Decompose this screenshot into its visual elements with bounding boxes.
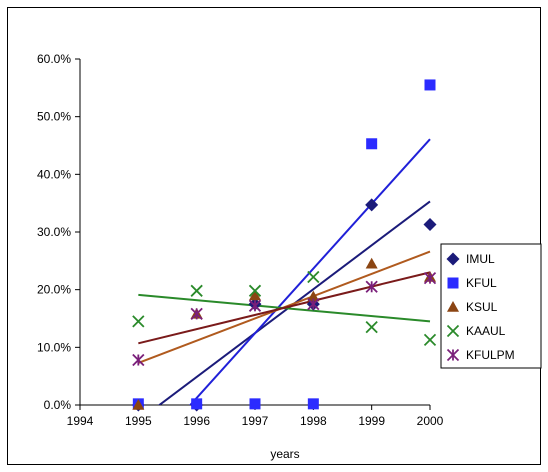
y-tick-label: 10.0% (37, 340, 71, 354)
data-point (190, 284, 203, 297)
data-point (424, 79, 436, 91)
x-tick-label: 1999 (358, 414, 385, 428)
data-point (307, 398, 319, 410)
data-point (132, 315, 145, 328)
diamond-shape (446, 252, 460, 266)
x-stroke (248, 284, 262, 297)
legend-label: KSUL (466, 300, 498, 314)
y-tick-label: 20.0% (37, 283, 71, 297)
x-stroke (423, 333, 437, 346)
legend-label: KFULPM (466, 348, 515, 362)
legend-marker-kful (447, 277, 459, 289)
x-tick-label: 1998 (300, 414, 327, 428)
chart-frame (7, 7, 541, 465)
x-stroke (446, 324, 460, 338)
data-point (365, 257, 378, 269)
data-point (249, 398, 261, 410)
trendline-imul (157, 200, 431, 405)
square-shape (249, 398, 261, 410)
x-tick-label: 1996 (183, 414, 210, 428)
legend-marker-ksul (447, 301, 459, 312)
x-tick-label: 1994 (67, 414, 94, 428)
data-point (365, 198, 379, 212)
legend-label: KFUL (466, 276, 497, 290)
series-kful (132, 79, 436, 410)
square-shape (424, 79, 436, 91)
data-point (191, 398, 203, 410)
legend-marker-imul (446, 252, 460, 266)
legend-marker-kfulpm (446, 348, 460, 362)
x-tick-label: 2000 (417, 414, 444, 428)
y-tick-label: 0.0% (44, 398, 72, 412)
diamond-shape (365, 198, 379, 212)
y-tick-label: 60.0% (37, 52, 71, 66)
x-tick-label: 1997 (242, 414, 269, 428)
triangle-shape (307, 290, 320, 302)
square-shape (191, 398, 203, 410)
x-stroke (365, 321, 378, 334)
data-point (423, 271, 437, 285)
data-point (365, 321, 378, 334)
square-shape (447, 277, 459, 289)
x-tick-label: 1995 (125, 414, 152, 428)
triangle-shape (249, 289, 261, 301)
series-kfulpm (132, 271, 437, 367)
data-point (366, 138, 378, 150)
data-marks (131, 79, 437, 412)
square-shape (307, 398, 319, 410)
data-point (132, 353, 145, 367)
legend-label: IMUL (466, 252, 495, 266)
series-kaaul (132, 270, 437, 346)
y-tick-label: 30.0% (37, 225, 71, 239)
square-shape (366, 138, 378, 150)
x-stroke (307, 270, 320, 284)
y-tick-label: 50.0% (37, 110, 71, 124)
data-point (307, 270, 320, 284)
x-stroke (190, 284, 203, 297)
triangle-shape (132, 399, 145, 410)
legend-box (440, 243, 542, 369)
data-point (423, 333, 437, 346)
x-stroke (132, 315, 145, 328)
axes: 0.0% 10.0% 20.0% 30.0% 40.0% 50.0% 60.0% 1994 19… (37, 52, 444, 428)
legend-marker-kaaul (446, 324, 460, 338)
legend: IMUL KFUL KSUL KAAUL KFULPM (440, 243, 542, 369)
data-point (307, 290, 320, 302)
data-point (307, 297, 320, 311)
data-point (132, 399, 145, 410)
trendline-kful (188, 138, 431, 405)
data-point (190, 307, 203, 321)
diamond-shape (423, 218, 437, 232)
data-point (248, 299, 262, 312)
data-point (365, 280, 378, 293)
triangle-shape (365, 257, 378, 269)
x-axis-title: years (270, 447, 299, 461)
y-tick-label: 40.0% (37, 167, 71, 181)
legend-label: KAAUL (466, 324, 506, 338)
trendline-kfulpm (138, 271, 431, 345)
data-point (249, 289, 261, 301)
data-point (248, 284, 262, 297)
trendlines (137, 138, 431, 405)
triangle-shape (447, 301, 459, 312)
data-point (423, 218, 437, 232)
